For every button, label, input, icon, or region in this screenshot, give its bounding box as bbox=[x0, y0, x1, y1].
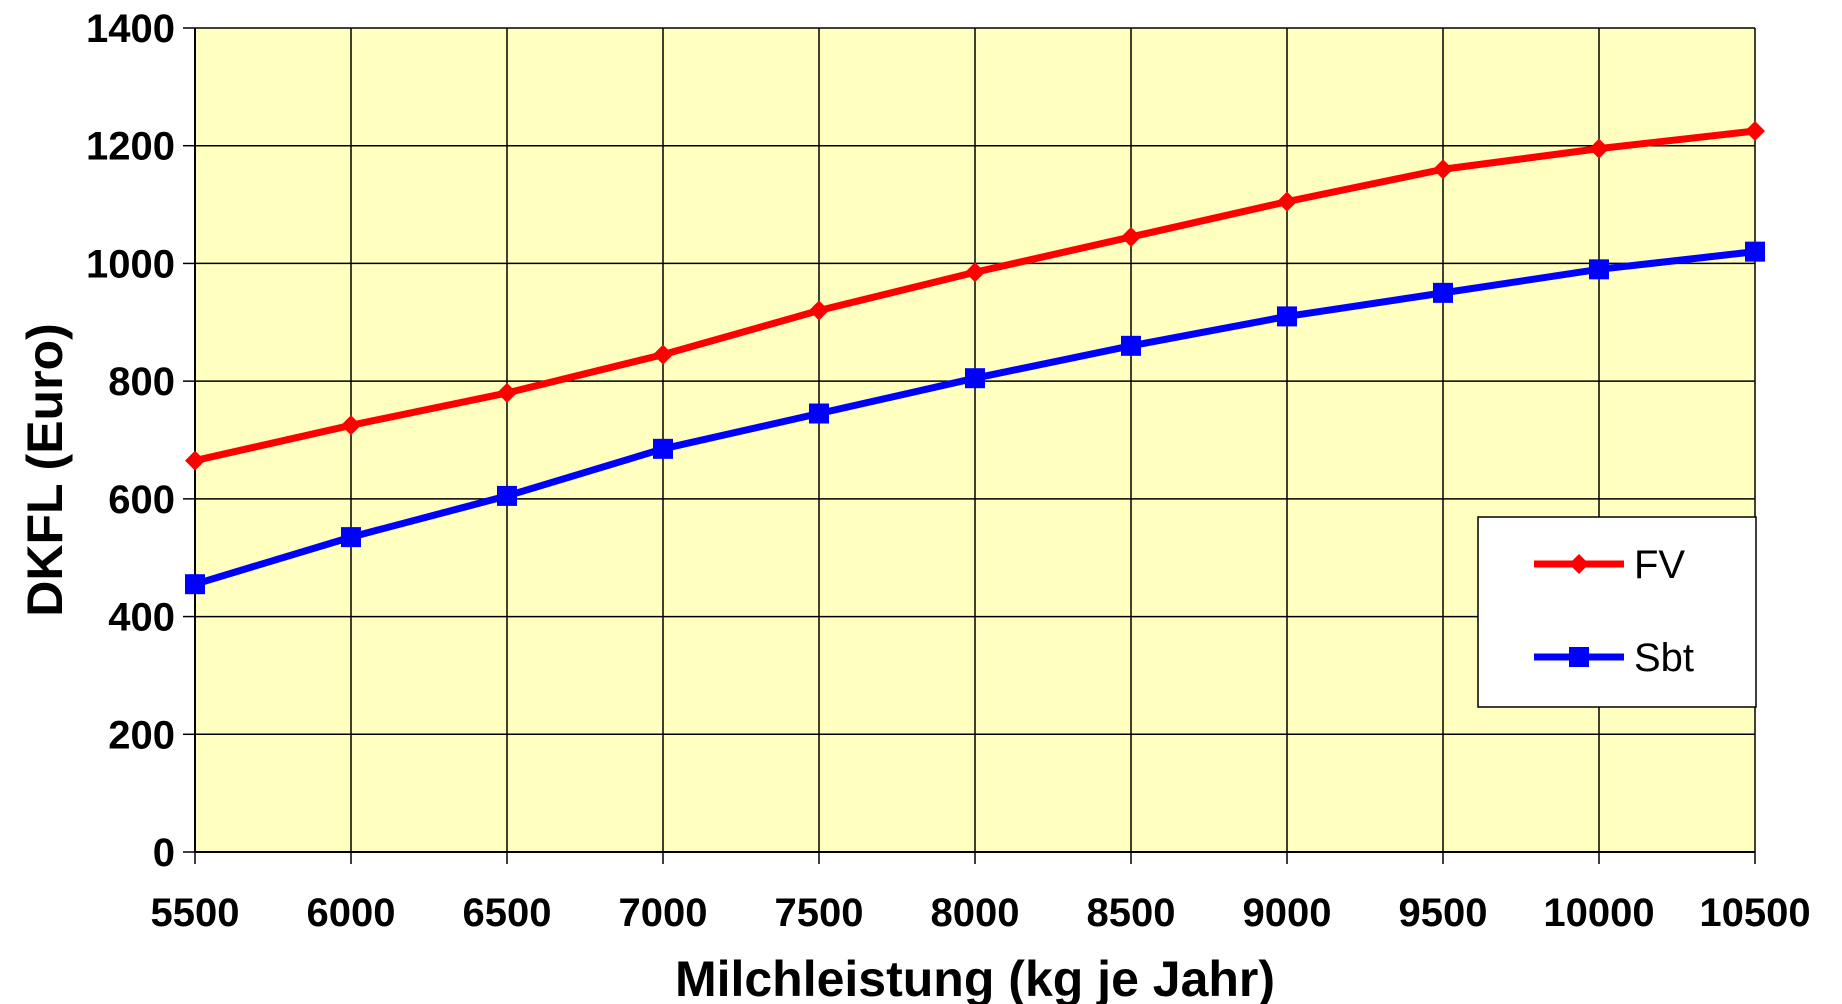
series-sbt bbox=[185, 241, 1765, 595]
legend-item-fv: FV bbox=[1534, 543, 1685, 587]
y-tick-label: 600 bbox=[108, 478, 175, 522]
data-point-fv bbox=[185, 450, 205, 471]
data-point-fv bbox=[1277, 191, 1297, 212]
y-axis-title: DKFL (Euro) bbox=[17, 323, 73, 616]
x-tick-label: 9500 bbox=[1399, 891, 1488, 935]
series-fv bbox=[185, 121, 1765, 471]
legend-marker-sbt bbox=[1569, 647, 1589, 667]
data-point-sbt bbox=[809, 403, 829, 424]
axes: 0 200 400 600 800 1000 1200 1400 5500 6000 6500 700… bbox=[86, 7, 1811, 935]
x-tick-label: 10000 bbox=[1543, 891, 1654, 935]
data-point-fv bbox=[1589, 138, 1609, 159]
y-tick-label: 1200 bbox=[86, 125, 175, 169]
y-tick-label: 800 bbox=[108, 360, 175, 404]
data-series bbox=[185, 121, 1765, 595]
data-point-fv bbox=[1433, 159, 1453, 180]
x-tick-label: 5500 bbox=[151, 891, 240, 935]
data-point-fv bbox=[653, 344, 673, 365]
data-point-fv bbox=[341, 415, 361, 436]
data-point-fv bbox=[1745, 121, 1765, 141]
legend-marker-fv bbox=[1569, 554, 1589, 574]
x-tick-label: 10500 bbox=[1699, 891, 1810, 935]
data-point-sbt bbox=[1121, 335, 1141, 356]
legend-label-sbt: Sbt bbox=[1634, 636, 1694, 680]
y-tick-label: 400 bbox=[108, 596, 175, 640]
y-tick-label: 200 bbox=[108, 713, 175, 757]
data-point-fv bbox=[809, 300, 829, 321]
data-point-fv bbox=[497, 382, 517, 403]
legend-label-fv: FV bbox=[1634, 543, 1685, 587]
data-point-fv bbox=[1121, 226, 1141, 247]
data-point-sbt bbox=[1433, 282, 1453, 303]
data-point-sbt bbox=[185, 574, 205, 595]
x-axis-title: Milchleistung (kg je Jahr) bbox=[675, 951, 1275, 1004]
legend-box bbox=[1477, 516, 1757, 708]
y-tick-label: 1400 bbox=[86, 7, 175, 51]
y-tick-label: 0 bbox=[153, 831, 175, 875]
data-point-sbt bbox=[1589, 259, 1609, 280]
x-tick-label: 6000 bbox=[307, 891, 396, 935]
data-point-sbt bbox=[1277, 306, 1297, 327]
x-tick-label: 9000 bbox=[1243, 891, 1332, 935]
x-tick-label: 7000 bbox=[619, 891, 708, 935]
data-point-sbt bbox=[497, 485, 517, 506]
x-tick-label: 8500 bbox=[1087, 891, 1176, 935]
x-tick-label: 7500 bbox=[775, 891, 864, 935]
legend: FV Sbt bbox=[1477, 516, 1757, 708]
x-tick-label: 6500 bbox=[463, 891, 552, 935]
data-point-sbt bbox=[341, 527, 361, 548]
data-point-sbt bbox=[1745, 241, 1765, 262]
data-point-sbt bbox=[653, 438, 673, 459]
legend-item-sbt: Sbt bbox=[1534, 636, 1694, 680]
data-point-fv bbox=[965, 262, 985, 283]
data-point-sbt bbox=[965, 368, 985, 389]
x-tick-label: 8000 bbox=[931, 891, 1020, 935]
y-tick-label: 1000 bbox=[86, 242, 175, 286]
